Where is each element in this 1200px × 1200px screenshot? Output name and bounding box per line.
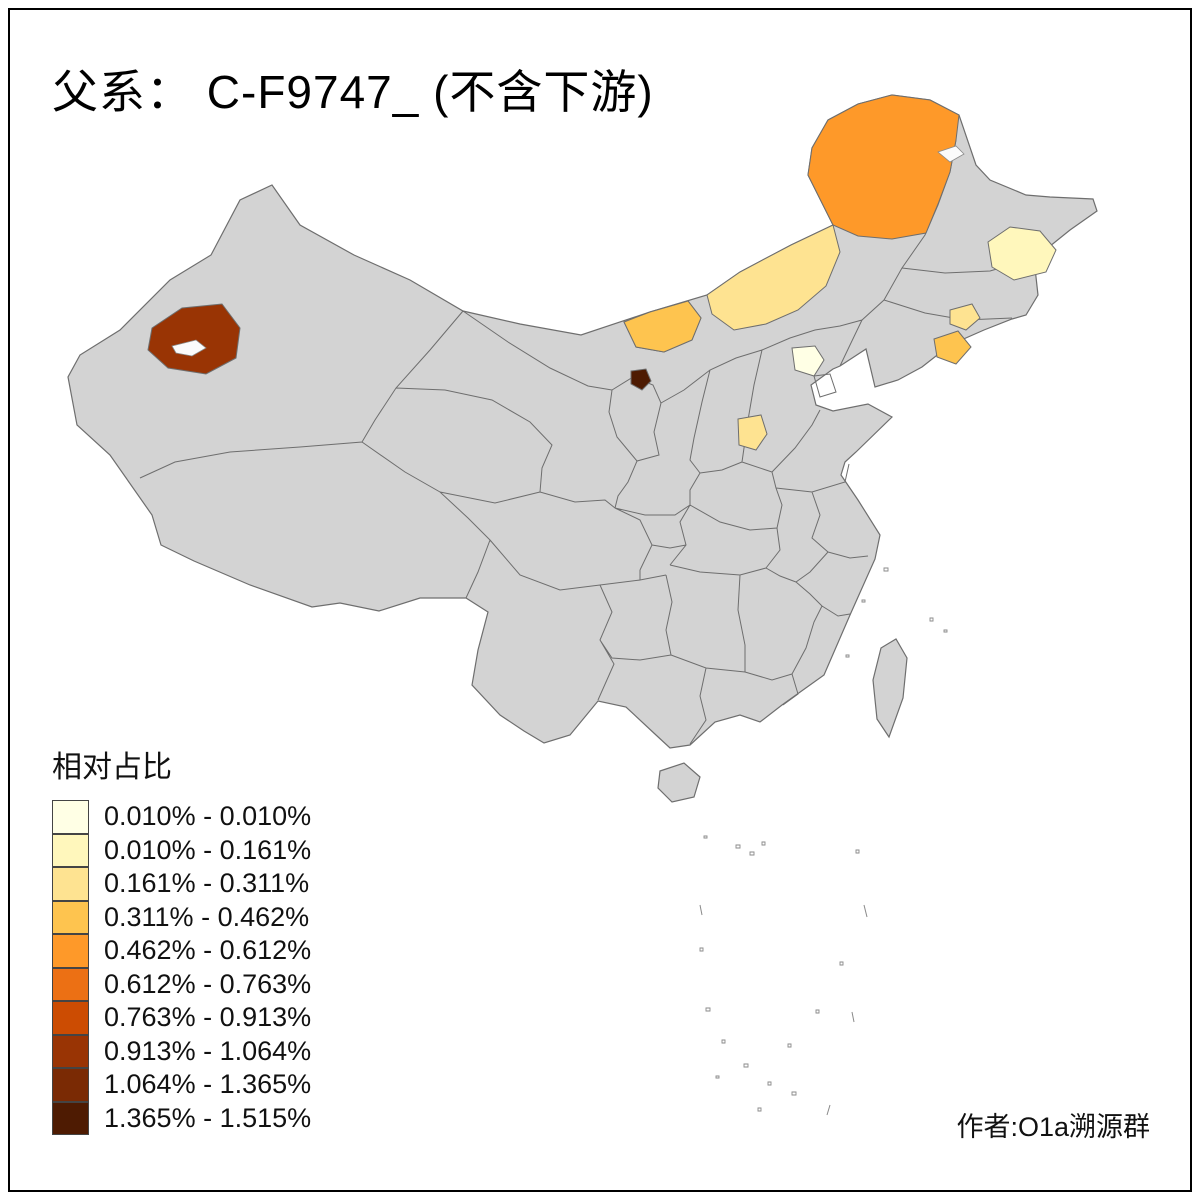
legend-swatch — [52, 867, 89, 901]
region-darkest-small — [630, 368, 652, 391]
legend-row: 1.064% - 1.365% — [52, 1068, 311, 1102]
figure-title: 父系： C-F9747_ (不含下游) — [52, 66, 654, 118]
legend-row: 0.913% - 1.064% — [52, 1034, 312, 1068]
legend-label: 0.913% - 1.064% — [104, 1035, 312, 1066]
taiwan-island — [872, 638, 908, 739]
no-data-enclave-patches — [171, 145, 965, 357]
region-shanxi-yellow — [737, 414, 768, 451]
legend-swatch — [52, 833, 89, 867]
legend-swatch — [52, 934, 89, 968]
legend-swatch — [52, 1001, 89, 1035]
legend-swatch — [52, 1101, 89, 1135]
legend-label: 1.365% - 1.515% — [104, 1102, 312, 1133]
legend-row: 0.010% - 0.161% — [52, 833, 312, 867]
legend-title: 相对占比 — [52, 751, 172, 784]
attribution-text: 作者:O1a溯源群 — [956, 1112, 1150, 1142]
legend-row: 0.612% - 0.763% — [52, 967, 312, 1001]
legend-row: 0.763% - 0.913% — [52, 1001, 311, 1035]
region-northeast-pale — [987, 226, 1057, 281]
legend-swatch — [52, 967, 89, 1001]
legend-swatch — [52, 1068, 89, 1102]
legend-swatch — [52, 900, 89, 934]
region-inner-mongolia-yellow — [623, 300, 702, 353]
region-liaoning-orange — [933, 330, 972, 365]
south-china-sea-islets — [699, 567, 948, 1112]
legend-label: 0.763% - 0.913% — [104, 1002, 312, 1033]
legend-label: 0.161% - 0.311% — [104, 868, 310, 899]
region-west-xinjiang-dark — [147, 303, 241, 375]
colored-regions — [147, 94, 1057, 451]
hainan-island — [657, 762, 701, 803]
legend-row: 0.311% - 0.462% — [52, 900, 311, 934]
legend-label: 0.311% - 0.462% — [104, 901, 310, 932]
legend-swatch — [52, 800, 89, 834]
legend-swatch — [52, 1034, 89, 1068]
legend-label: 0.462% - 0.612% — [104, 935, 312, 966]
legend-row: 0.161% - 0.311% — [52, 867, 311, 901]
legend: 相对占比 0.010% - 0.010% 0.010% - 0.161% 0.1… — [52, 742, 311, 1135]
legend-row: 1.365% - 1.515% — [52, 1101, 312, 1135]
region-jilin-small-pale — [949, 303, 981, 331]
legend-label: 0.612% - 0.763% — [104, 968, 312, 999]
legend-row: 0.462% - 0.612% — [52, 934, 311, 968]
legend-label: 0.010% - 0.010% — [104, 801, 312, 832]
legend-row: 0.010% - 0.010% — [52, 800, 311, 834]
region-hulunbuir-orange — [807, 94, 960, 240]
legend-label: 1.064% - 1.365% — [104, 1069, 312, 1100]
region-beijing-palest — [791, 345, 825, 377]
sea-boundary-dashes — [699, 904, 868, 1116]
legend-label: 0.010% - 0.161% — [104, 834, 312, 865]
province-borders — [139, 111, 1036, 745]
